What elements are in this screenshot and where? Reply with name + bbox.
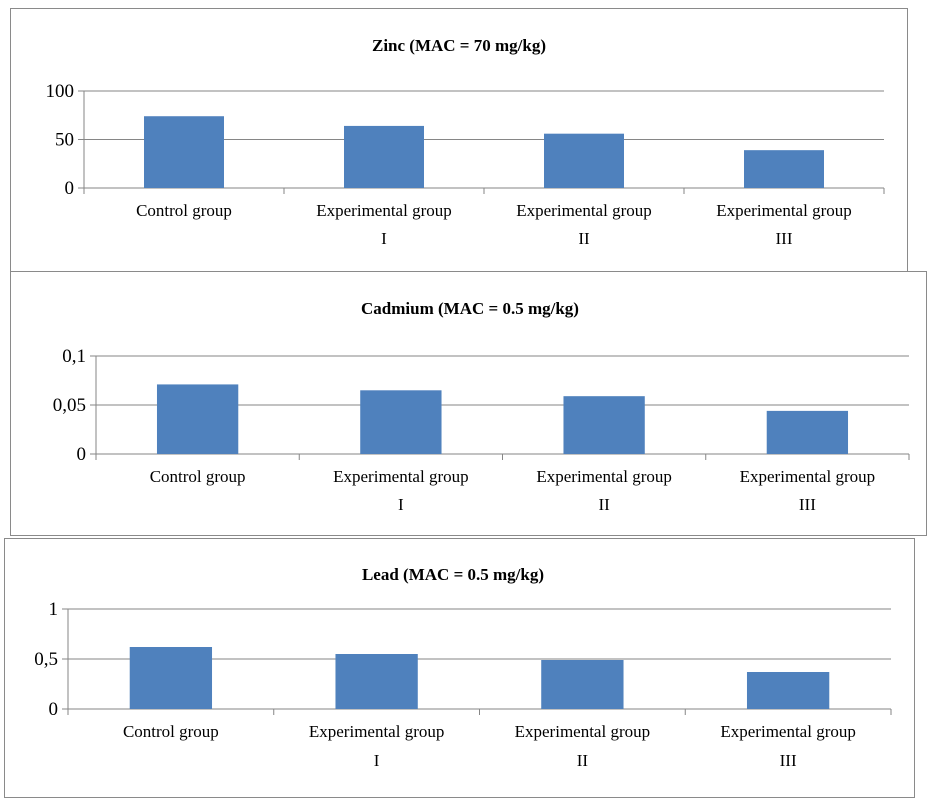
- category-label: Experimental group: [333, 467, 469, 486]
- category-label: Experimental group: [536, 467, 672, 486]
- y-tick-label: 100: [46, 81, 75, 102]
- bar: [144, 116, 224, 188]
- bar: [766, 410, 849, 454]
- category-label: Control group: [136, 201, 232, 220]
- category-label: Experimental group: [740, 467, 876, 486]
- chart-title: Cadmium (MAC = 0.5 mg/kg): [361, 299, 579, 318]
- cadmium-chart-panel: Cadmium (MAC = 0.5 mg/kg) 0 0,05 0,1 Control…: [10, 271, 927, 536]
- bar: [541, 660, 624, 709]
- bar: [344, 125, 424, 188]
- category-label: I: [381, 229, 387, 248]
- bar: [335, 654, 418, 709]
- category-label: II: [578, 229, 590, 248]
- y-tick-label: 0: [65, 178, 75, 199]
- y-tick-label: 0,1: [62, 346, 86, 367]
- category-label: Experimental group: [716, 201, 852, 220]
- category-label: Experimental group: [516, 201, 652, 220]
- category-label: Experimental group: [720, 722, 856, 741]
- category-label: I: [374, 751, 380, 770]
- bar: [156, 384, 239, 454]
- lead-chart: Lead (MAC = 0.5 mg/kg) 0 0,5 1 Control group…: [34, 565, 892, 770]
- zinc-chart: Zinc (MAC = 70 mg/kg) 0 50 100 Control group…: [46, 36, 885, 248]
- y-tick-label: 0: [77, 444, 87, 465]
- category-label: Experimental group: [515, 722, 651, 741]
- lead-chart-panel: Lead (MAC = 0.5 mg/kg) 0 0,5 1 Control group…: [4, 538, 915, 798]
- bar: [360, 390, 442, 454]
- bar: [563, 396, 645, 454]
- y-tick-label: 0,05: [53, 395, 86, 416]
- category-label: Control group: [123, 722, 219, 741]
- chart-title: Lead (MAC = 0.5 mg/kg): [362, 565, 544, 584]
- chart-title: Zinc (MAC = 70 mg/kg): [372, 36, 546, 55]
- bar: [129, 647, 213, 709]
- bar: [746, 672, 830, 709]
- cadmium-chart: Cadmium (MAC = 0.5 mg/kg) 0 0,05 0,1 Control…: [53, 299, 910, 514]
- zinc-chart-panel: Zinc (MAC = 70 mg/kg) 0 50 100 Control group…: [10, 8, 908, 273]
- category-label: II: [598, 495, 610, 514]
- y-tick-label: 0,5: [34, 649, 58, 670]
- category-label: II: [577, 751, 589, 770]
- category-label: Control group: [150, 467, 246, 486]
- category-label: III: [780, 751, 797, 770]
- bar: [744, 150, 824, 188]
- y-tick-label: 0: [49, 699, 59, 720]
- category-label: III: [776, 229, 793, 248]
- y-tick-label: 50: [55, 130, 74, 151]
- category-label: Experimental group: [309, 722, 445, 741]
- category-label: Experimental group: [316, 201, 452, 220]
- bar: [544, 133, 624, 188]
- y-tick-label: 1: [49, 599, 59, 620]
- category-label: III: [799, 495, 816, 514]
- category-label: I: [398, 495, 404, 514]
